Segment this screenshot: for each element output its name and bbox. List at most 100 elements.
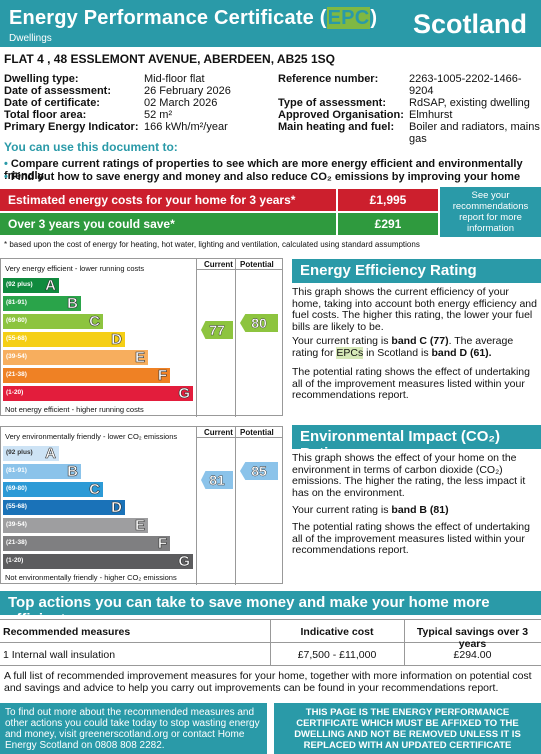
info-value: Boiler and radiators, mains gas xyxy=(409,121,540,145)
band-c: (69-80) C xyxy=(3,481,103,499)
info-row: Type of assessment: RdSAP, existing dwell… xyxy=(278,97,541,109)
potential-rating-arrow: 85 xyxy=(240,462,278,480)
info-row: Total floor area: 52 m² xyxy=(4,109,264,121)
cost-cell: £7,500 - £11,000 xyxy=(297,649,377,661)
info-value: 02 March 2026 xyxy=(144,97,218,109)
find-out-more-box: To find out more about the recommended m… xyxy=(0,703,267,754)
country-label: Scotland xyxy=(412,9,527,39)
col-current-header: Current xyxy=(204,260,233,269)
environmental-impact-chart: Current Potential Very environmentally fri… xyxy=(0,426,283,585)
chart-bottom-caption: Not energy efficient - higher running co… xyxy=(5,405,144,414)
eir-paragraph-2: Your current rating is band B (81) xyxy=(292,504,449,516)
band-letter: G xyxy=(178,385,190,403)
current-rating-arrow: 81 xyxy=(201,471,233,489)
info-value: 2263-1005-2202-1466-9204 xyxy=(409,73,522,97)
band-e: (39-54) E xyxy=(3,517,148,535)
band-a: (92 plus) A xyxy=(3,445,59,463)
info-left: Dwelling type: Mid-floor flat Date of asse… xyxy=(4,73,264,133)
savings-value: £291 xyxy=(338,213,438,235)
info-row: Date of assessment: 26 February 2026 xyxy=(4,85,264,97)
bullet-2: • Find out how to save energy and money … xyxy=(4,171,521,183)
energy-efficiency-chart: Current Potential Very energy efficient - … xyxy=(0,258,283,417)
col-potential-header: Potential xyxy=(240,260,274,269)
band-letter: A xyxy=(45,445,56,463)
band-range: (92 plus) xyxy=(6,281,33,288)
band-letter: D xyxy=(111,331,122,349)
band-letter: E xyxy=(134,517,146,535)
info-value: 52 m² xyxy=(144,109,173,121)
current-rating-arrow: 77 xyxy=(201,321,233,339)
band-range: (21-38) xyxy=(6,539,27,546)
band-e: (39-54) E xyxy=(3,349,148,367)
band-g: (1-20) G xyxy=(3,385,193,403)
full-list-note: A full list of recommended improvement m… xyxy=(4,670,532,694)
header-banner: Energy Performance Certificate (EPC) Dwe… xyxy=(0,0,541,47)
epc-highlight: EPC xyxy=(326,7,371,29)
band-letter: C xyxy=(89,481,100,499)
band-range: (55-68) xyxy=(6,503,27,510)
estimated-costs-label: Estimated energy costs for your home for… xyxy=(0,189,336,211)
band-b: (81-91) B xyxy=(3,463,81,481)
band-range: (1-20) xyxy=(6,557,24,564)
band-letter: C xyxy=(89,313,100,331)
info-label: Approved Organisation: xyxy=(278,109,404,121)
info-value: Elmhurst xyxy=(409,109,453,121)
potential-rating-arrow: 80 xyxy=(240,314,278,332)
savings-label: Over 3 years you could save* xyxy=(0,213,336,235)
affix-notice-box: THIS PAGE IS THE ENERGY PERFORMANCE CERT… xyxy=(274,703,541,754)
info-right: Reference number: 2263-1005-2202-1466-920… xyxy=(278,73,541,145)
info-value: 166 kWh/m²/year xyxy=(144,121,228,133)
top-actions-heading: Top actions you can take to save money a… xyxy=(0,591,541,628)
info-row: Reference number: 2263-1005-2202-1466-920… xyxy=(278,73,541,97)
band-range: (92 plus) xyxy=(6,449,33,456)
info-label: Total floor area: xyxy=(4,109,87,121)
certificate-title: Energy Performance Certificate (EPC) xyxy=(9,7,378,29)
info-row: Main heating and fuel: Boiler and radiato… xyxy=(278,121,541,145)
band-letter: A xyxy=(45,277,56,295)
savings-cell: £294.00 xyxy=(453,649,492,661)
bullet-1: • Compare current ratings of properties … xyxy=(4,158,523,182)
eir-paragraph-1: This graph shows the effect of your home… xyxy=(292,452,526,499)
eer-paragraph-2: Your current rating is band C (77). The … xyxy=(292,335,514,359)
chart-bottom-caption: Not environmentally friendly - higher CO… xyxy=(5,573,177,582)
col-cost-header: Indicative cost xyxy=(300,626,374,638)
band-range: (21-38) xyxy=(6,371,27,378)
band-b: (81-91) B xyxy=(3,295,81,313)
band-c: (69-80) C xyxy=(3,313,103,331)
col-potential-header: Potential xyxy=(240,428,274,437)
eer-paragraph-3: The potential rating shows the effect of… xyxy=(292,366,530,401)
see-recommendations-box: See your recommendations report for more… xyxy=(440,187,541,237)
measure-cell: 1 Internal wall insulation xyxy=(3,649,116,661)
info-row: Approved Organisation: Elmhurst xyxy=(278,109,541,121)
estimated-costs-value: £1,995 xyxy=(338,189,438,211)
band-range: (39-54) xyxy=(6,353,27,360)
eer-heading: Energy Efficiency Rating xyxy=(292,259,541,283)
cost-footnote: * based upon the cost of energy for heat… xyxy=(4,240,420,249)
property-address: FLAT 4 , 48 ESSLEMONT AVENUE, ABERDEEN, … xyxy=(4,52,335,66)
band-f: (21-38) F xyxy=(3,535,170,552)
info-label: Dwelling type: xyxy=(4,73,79,85)
info-value: RdSAP, existing dwelling xyxy=(409,97,530,109)
band-letter: B xyxy=(67,463,78,481)
band-d: (55-68) D xyxy=(3,499,125,516)
use-heading: You can use this document to: xyxy=(4,140,178,154)
col-savings-header: Typical savings over 3 years xyxy=(416,626,529,650)
band-letter: E xyxy=(134,349,146,367)
chart-top-caption: Very energy efficient - lower running co… xyxy=(5,264,145,273)
band-d: (55-68) D xyxy=(3,331,125,349)
band-letter: G xyxy=(178,553,190,571)
certificate-subtitle: Dwellings xyxy=(9,33,52,44)
band-range: (69-80) xyxy=(6,317,27,324)
eir-paragraph-3: The potential rating shows the effect of… xyxy=(292,521,530,556)
band-range: (1-20) xyxy=(6,389,24,396)
eir-heading: Environmental Impact (CO₂) Rating xyxy=(292,425,541,462)
eer-paragraph-1: This graph shows the current efficiency … xyxy=(292,286,537,333)
band-range: (55-68) xyxy=(6,335,27,342)
band-letter: F xyxy=(157,367,168,385)
band-range: (69-80) xyxy=(6,485,27,492)
info-label: Date of assessment: xyxy=(4,85,111,97)
band-letter: B xyxy=(67,295,78,313)
info-row: Dwelling type: Mid-floor flat xyxy=(4,73,264,85)
band-a: (92 plus) A xyxy=(3,277,59,295)
info-value: 26 February 2026 xyxy=(144,85,231,97)
